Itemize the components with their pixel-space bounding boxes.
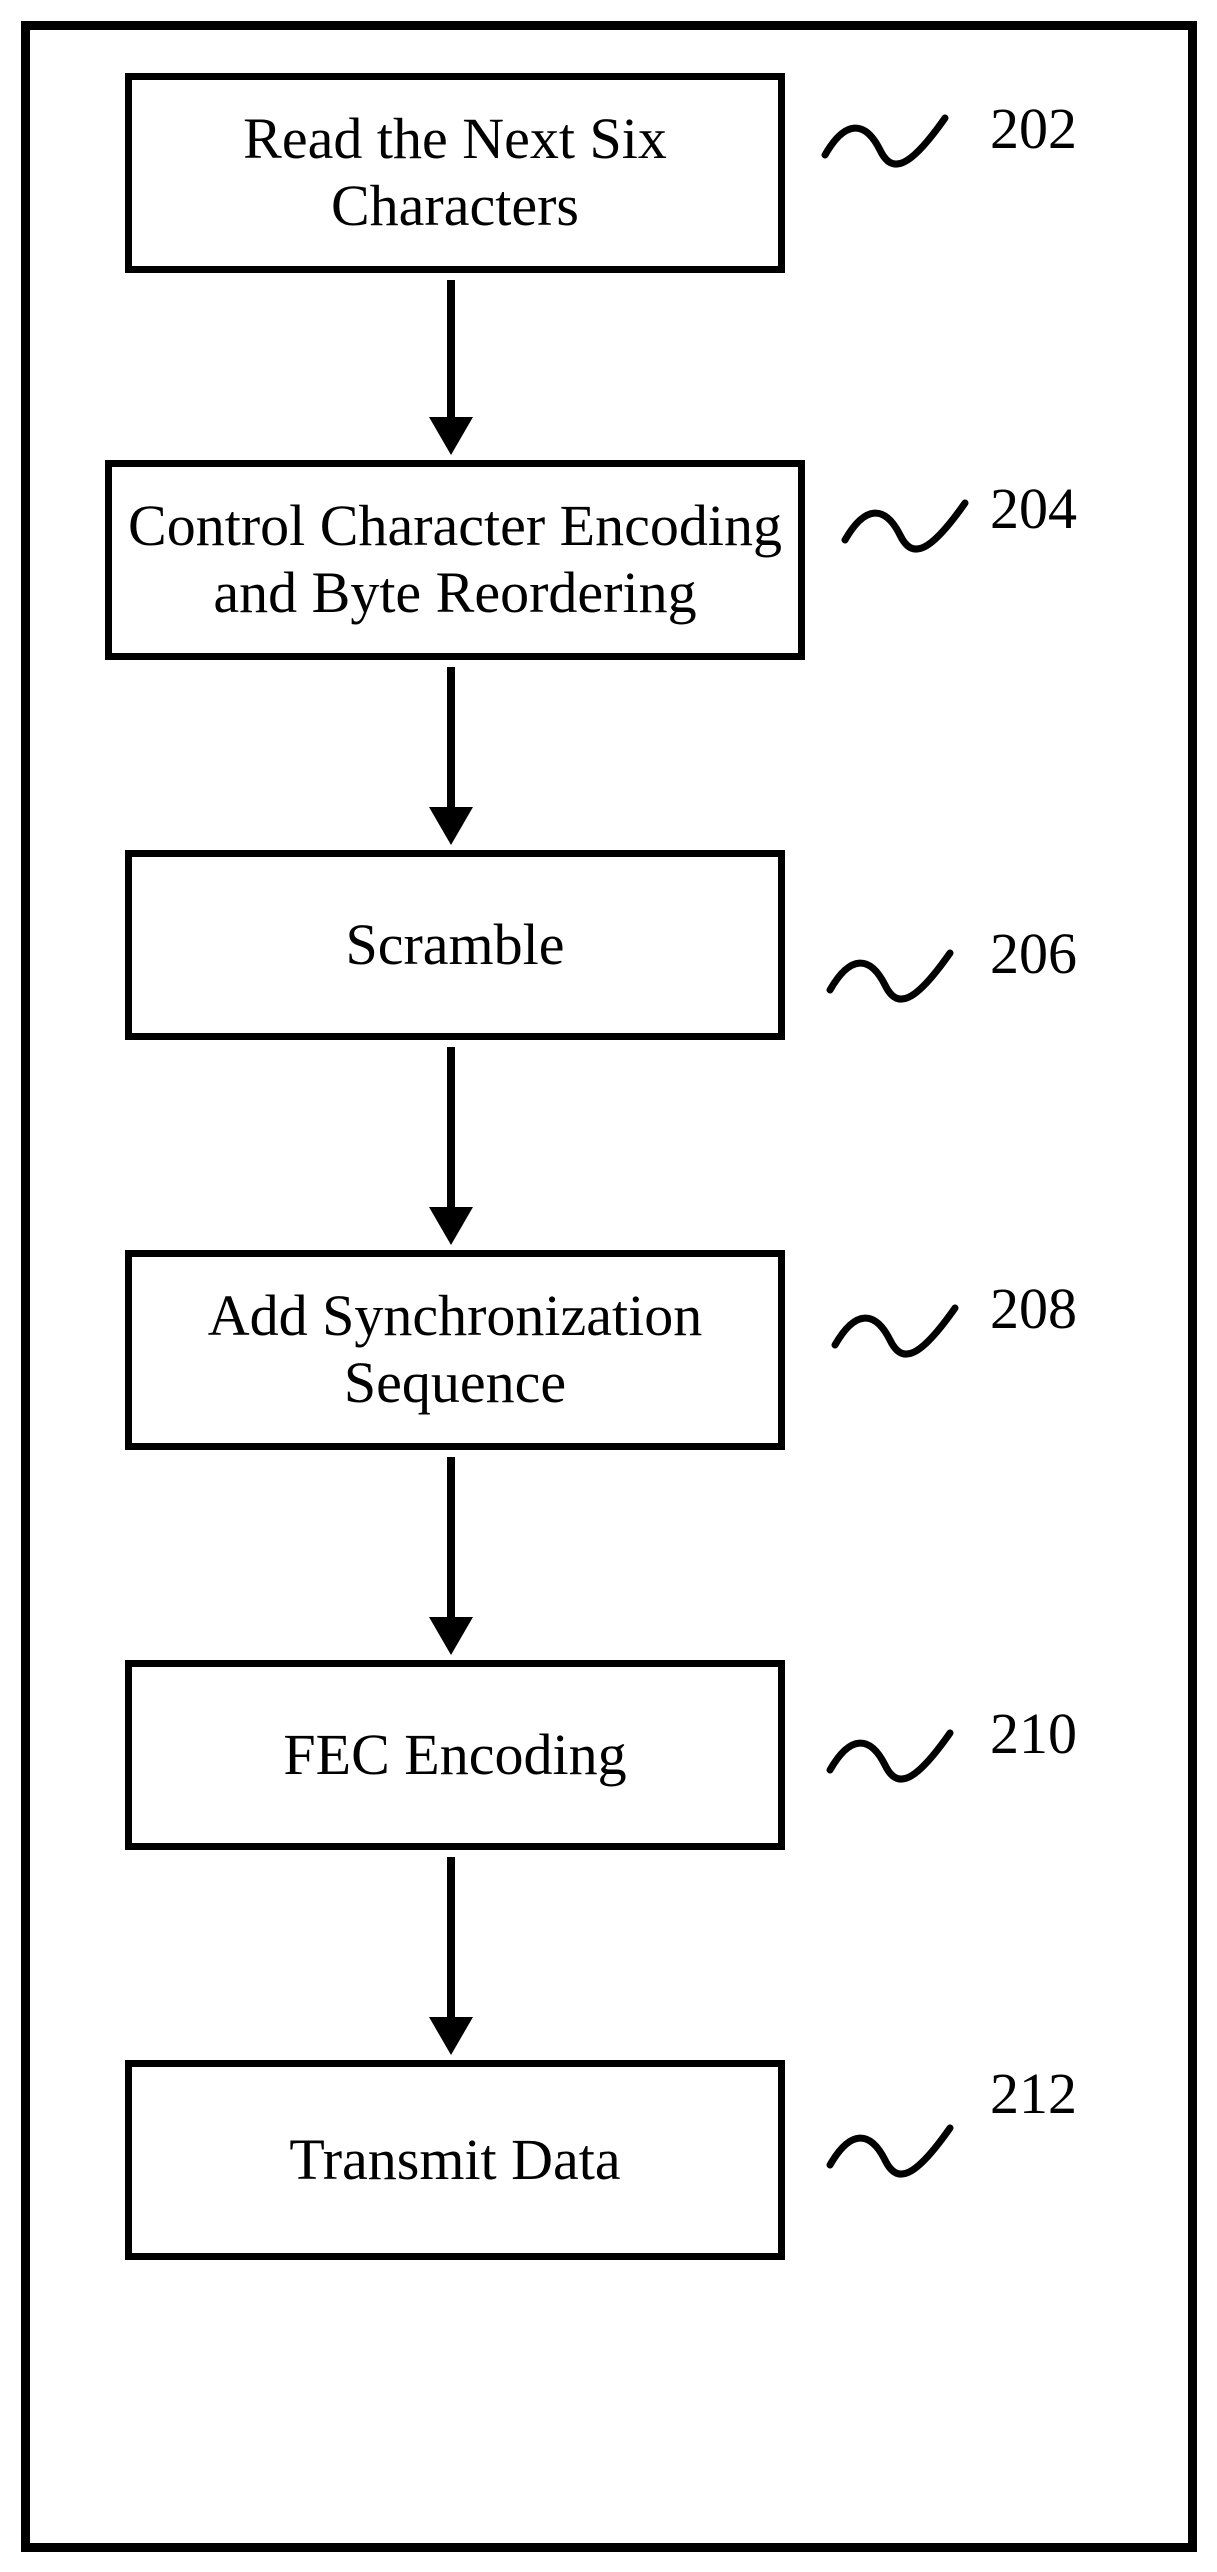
- callout-squiggle-icon: [820, 110, 950, 175]
- flow-step-ref-label: 206: [990, 920, 1077, 987]
- flow-step-ref-label: 202: [990, 95, 1077, 162]
- flow-step-box: Control Character Encodingand Byte Reord…: [105, 460, 805, 660]
- flow-arrow-head-icon: [429, 1617, 473, 1655]
- flow-arrow-line: [447, 667, 455, 807]
- callout-squiggle-icon: [825, 945, 955, 1010]
- flow-arrow-line: [447, 280, 455, 417]
- flow-arrow-head-icon: [429, 2017, 473, 2055]
- flow-step-box: Transmit Data: [125, 2060, 785, 2260]
- flow-step-box: Scramble: [125, 850, 785, 1040]
- flow-step-text: Control Character Encodingand Byte Reord…: [128, 493, 782, 626]
- callout-squiggle-icon: [825, 1725, 955, 1790]
- flow-step-box: Add SynchronizationSequence: [125, 1250, 785, 1450]
- flow-step-text: FEC Encoding: [283, 1722, 626, 1789]
- flow-step-ref-label: 204: [990, 475, 1077, 542]
- flow-step-ref-label: 208: [990, 1275, 1077, 1342]
- flow-arrow-line: [447, 1047, 455, 1207]
- flow-step-text: Add SynchronizationSequence: [208, 1283, 703, 1416]
- flow-arrow-head-icon: [429, 807, 473, 845]
- callout-squiggle-icon: [825, 2120, 955, 2185]
- flow-arrow-line: [447, 1857, 455, 2017]
- flow-step-text: Read the Next SixCharacters: [243, 106, 667, 239]
- flow-step-ref-label: 212: [990, 2060, 1077, 2127]
- flow-step-box: Read the Next SixCharacters: [125, 73, 785, 273]
- flow-step-ref-label: 210: [990, 1700, 1077, 1767]
- flow-step-text: Transmit Data: [289, 2127, 620, 2194]
- flow-arrow-head-icon: [429, 417, 473, 455]
- flow-arrow-head-icon: [429, 1207, 473, 1245]
- flow-step-text: Scramble: [345, 912, 564, 979]
- flow-arrow-line: [447, 1457, 455, 1617]
- flow-step-box: FEC Encoding: [125, 1660, 785, 1850]
- callout-squiggle-icon: [830, 1300, 960, 1365]
- callout-squiggle-icon: [840, 495, 970, 560]
